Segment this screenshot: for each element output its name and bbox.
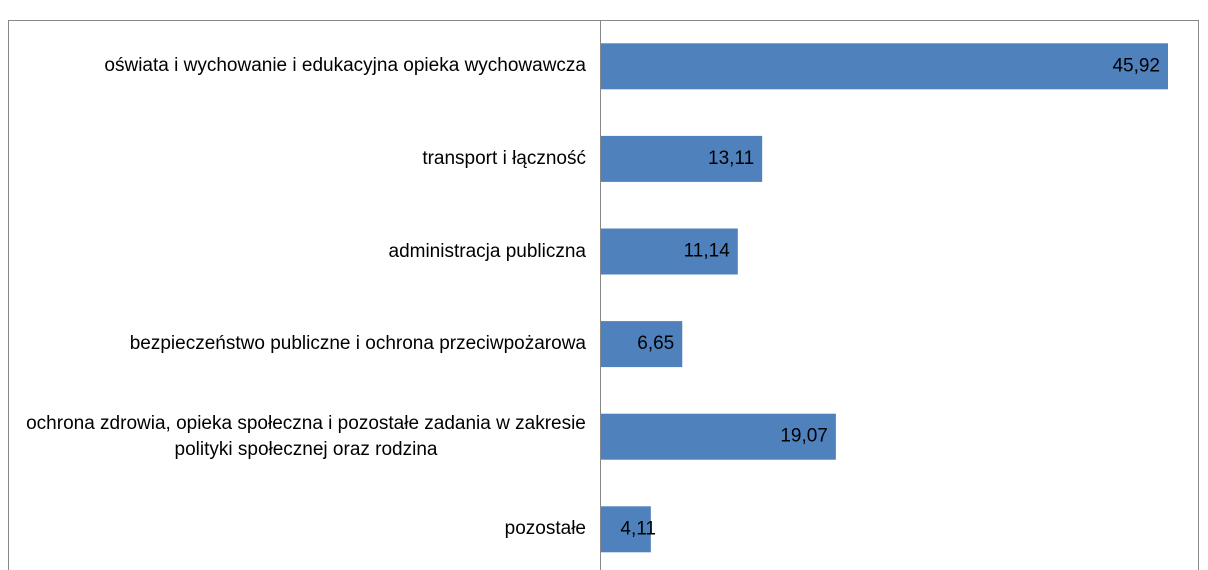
- category-label: oświata i wychowanie i edukacyjna opieka…: [104, 55, 586, 77]
- bar: [601, 321, 683, 368]
- category-label: pozostałe: [504, 518, 586, 540]
- value-label: 11,14: [684, 241, 731, 262]
- category-label: administracja publiczna: [388, 240, 587, 262]
- category-label: ochrona zdrowia, opieka społeczna i pozo…: [26, 412, 586, 460]
- value-label: 13,11: [708, 148, 754, 169]
- category-label: bezpieczeństwo publiczne i ochrona przec…: [129, 333, 586, 355]
- value-label: 45,92: [1112, 55, 1160, 76]
- chart-frame: [8, 20, 1199, 570]
- value-label: 6,65: [637, 333, 674, 354]
- category-label: transport i łączność: [422, 147, 586, 169]
- bar: [601, 43, 1168, 90]
- bar: [601, 413, 836, 460]
- bar: [601, 135, 763, 182]
- value-label: 4,11: [620, 518, 656, 539]
- bar: [601, 506, 651, 553]
- bar: [601, 228, 738, 275]
- value-label: 19,07: [780, 426, 828, 447]
